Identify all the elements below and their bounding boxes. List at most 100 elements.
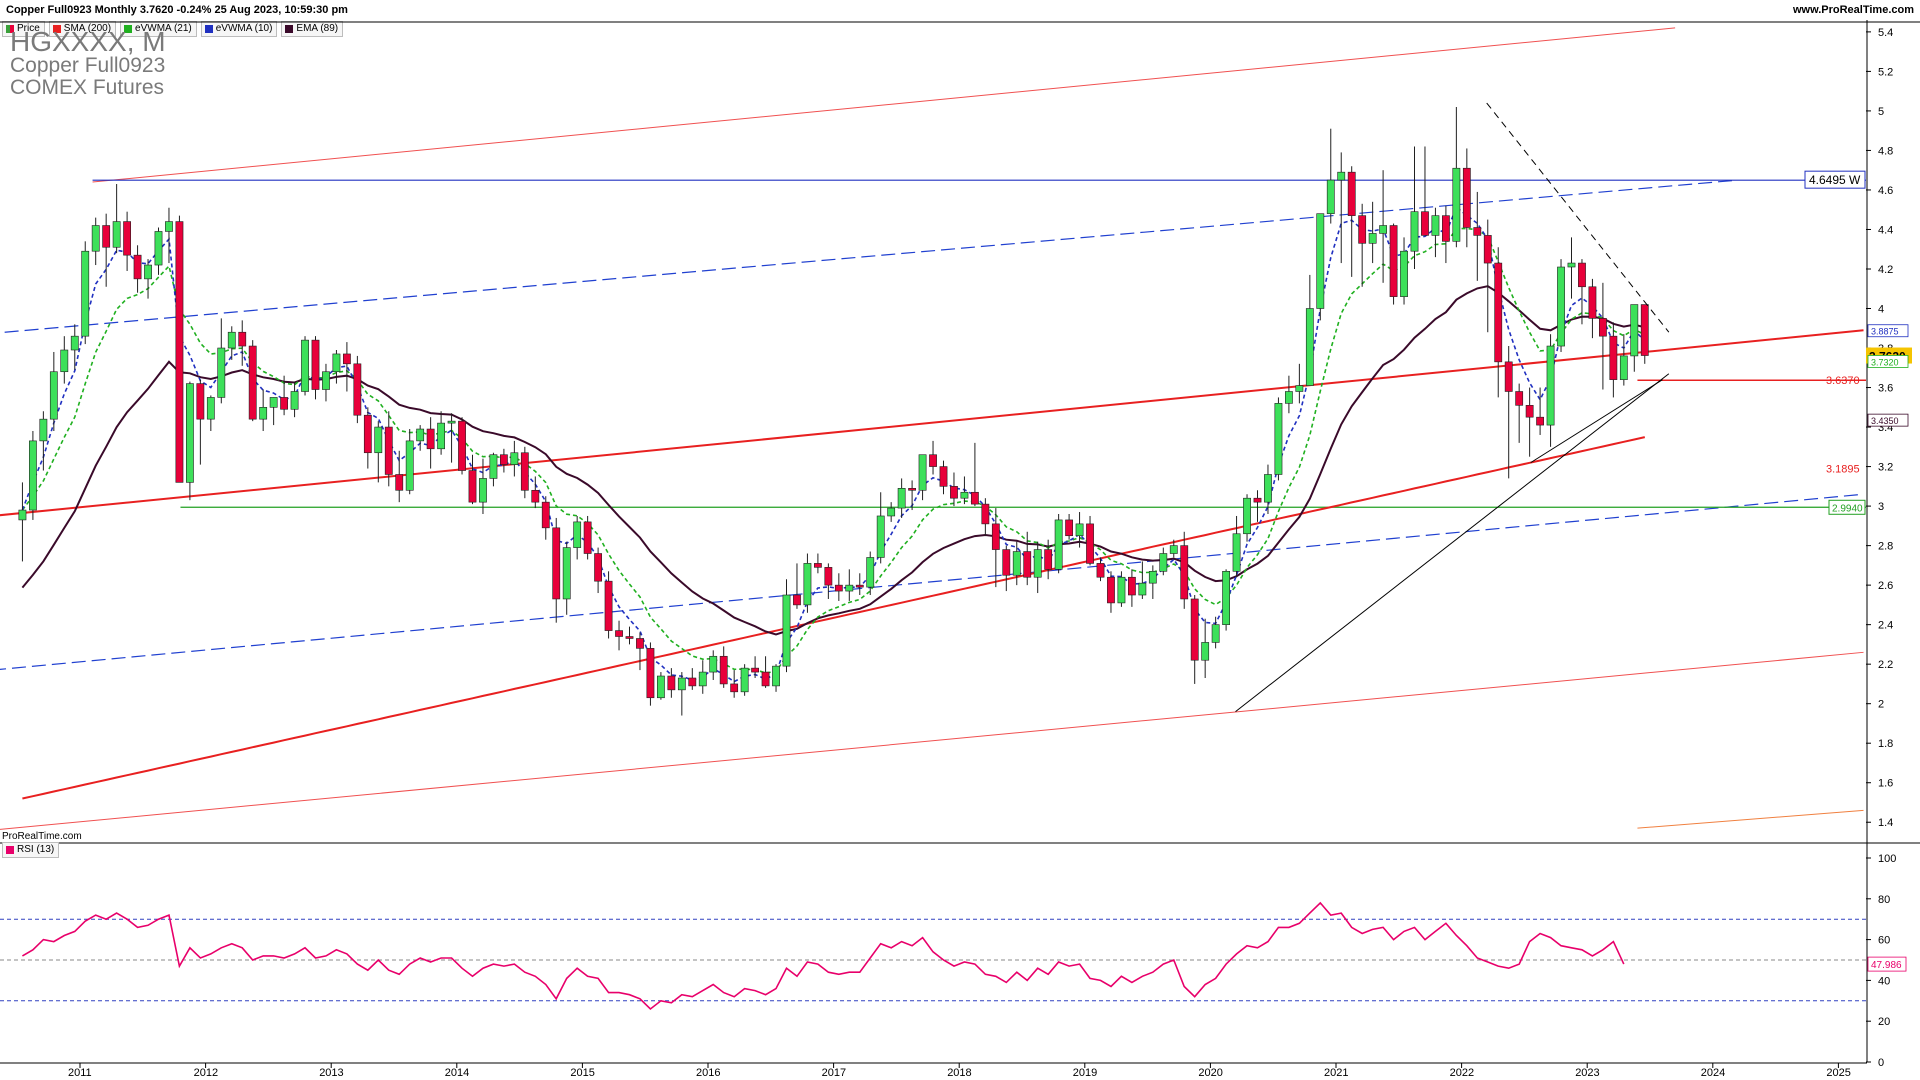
candle-down [939,466,948,487]
candle-up [1211,624,1220,643]
upper-channel-line [92,27,1676,183]
candle-up [301,339,309,392]
candle-down [751,667,759,673]
price-tick-label: 4.8 [1878,145,1893,157]
price-tick-label: 5.2 [1878,66,1893,78]
candle-down [730,683,739,693]
candle-down [1096,563,1105,578]
year-tick-label: 2020 [1198,1067,1222,1079]
mid-channel-line [0,329,1864,517]
rsi-legend[interactable]: RSI (13) [2,842,60,858]
candle-up [1305,308,1314,386]
candle-up [698,671,707,687]
candle-down [238,331,247,347]
candle-down [1609,335,1618,380]
price-tick-label: 2 [1878,699,1884,711]
candle-up [39,418,48,442]
sma200-line [22,436,1646,800]
candle-up [259,407,268,420]
rsi-panel: 100 80 60 40 20 0 47.986 [0,853,1907,1069]
candle-up [1379,225,1387,234]
candle-down [646,648,655,699]
candle-down [1599,318,1607,337]
candle-down [1578,262,1586,288]
candle-down [353,363,362,416]
rsi-current-box [1867,956,1907,972]
price-axis: 5.45.254.84.64.44.243.83.63.43.232.82.62… [1866,27,1893,829]
candle-up [1117,576,1126,604]
legend-ema89[interactable]: EMA (89) [281,21,344,37]
upper-blue-dashed-line [4,179,1738,333]
rsi-tick-label: 60 [1878,935,1890,947]
rsi-swatch [6,846,14,854]
candle-down [311,339,320,390]
year-tick-label: 2024 [1701,1067,1725,1079]
candle-up [217,347,226,398]
candle-up [1452,167,1461,242]
candle-down [1107,576,1115,604]
candle-up [573,521,582,548]
candle-down [175,221,184,483]
rsi-tick-label: 40 [1878,975,1890,987]
candle-up [154,231,163,266]
candle-down [1180,545,1189,600]
candle-down [1588,286,1597,319]
candle-up [1201,642,1210,661]
trendlines [1235,102,1670,712]
ma-price-box [1867,324,1909,338]
rising-trendline [1235,373,1670,712]
year-tick-label: 2014 [445,1067,469,1079]
evwma21-line [21,227,1646,674]
candle-down [929,454,937,467]
candle-down [196,383,205,420]
candle-up [91,225,100,252]
candle-up [866,557,875,588]
candle-up [437,422,445,450]
price-tick-label: 1.6 [1878,778,1893,790]
resistance-price-label: 4.6495 W [1809,173,1861,187]
candle-up [1222,571,1230,625]
bottom-orange-line [1637,809,1864,829]
candle-up [144,264,152,280]
candle-up [1012,551,1021,576]
candle-up [447,420,456,424]
candle-up [1619,355,1628,380]
candle-up [1159,553,1168,572]
support-price-box [1828,499,1866,515]
candle-up [918,454,927,491]
candle-down [499,454,508,465]
candle-up [60,349,69,373]
candle-down [1483,235,1492,264]
year-tick-label: 2016 [696,1067,720,1079]
rsi-legend-label: RSI (13) [17,844,55,855]
candle-down [604,580,613,631]
candle-up [290,391,299,410]
candle-down [520,452,529,491]
candle-down [426,428,435,450]
channel-lines [0,27,1866,830]
year-tick-label: 2025 [1826,1067,1850,1079]
candle-up [677,677,686,691]
site-link[interactable]: www.ProRealTime.com [1792,4,1914,16]
price-tick-label: 3.2 [1878,462,1893,474]
candle-down [688,677,697,687]
lower-blue-dashed-line [0,493,1864,670]
candle-up [269,397,278,408]
candle-up [1285,391,1293,404]
red-price-label: 3.6370 [1826,375,1860,387]
candle-down [1462,167,1471,228]
candle-up [845,584,854,592]
red-price-label: 3.1895 [1826,464,1860,476]
candle-down [834,584,843,592]
candle-up [332,353,341,373]
ma-price-label: 3.4350 [1871,416,1899,426]
time-axis: 2011 2012 2013 2014 2015 2016 2017 2018 2019 2020… [68,1063,1851,1079]
candle-up [165,221,173,232]
candle-down [1023,551,1032,578]
price-tick-label: 2.4 [1878,620,1893,632]
candle-up [1054,519,1063,570]
price-swatch [6,25,14,33]
candle-up [1368,233,1377,244]
candle-down [719,655,728,685]
